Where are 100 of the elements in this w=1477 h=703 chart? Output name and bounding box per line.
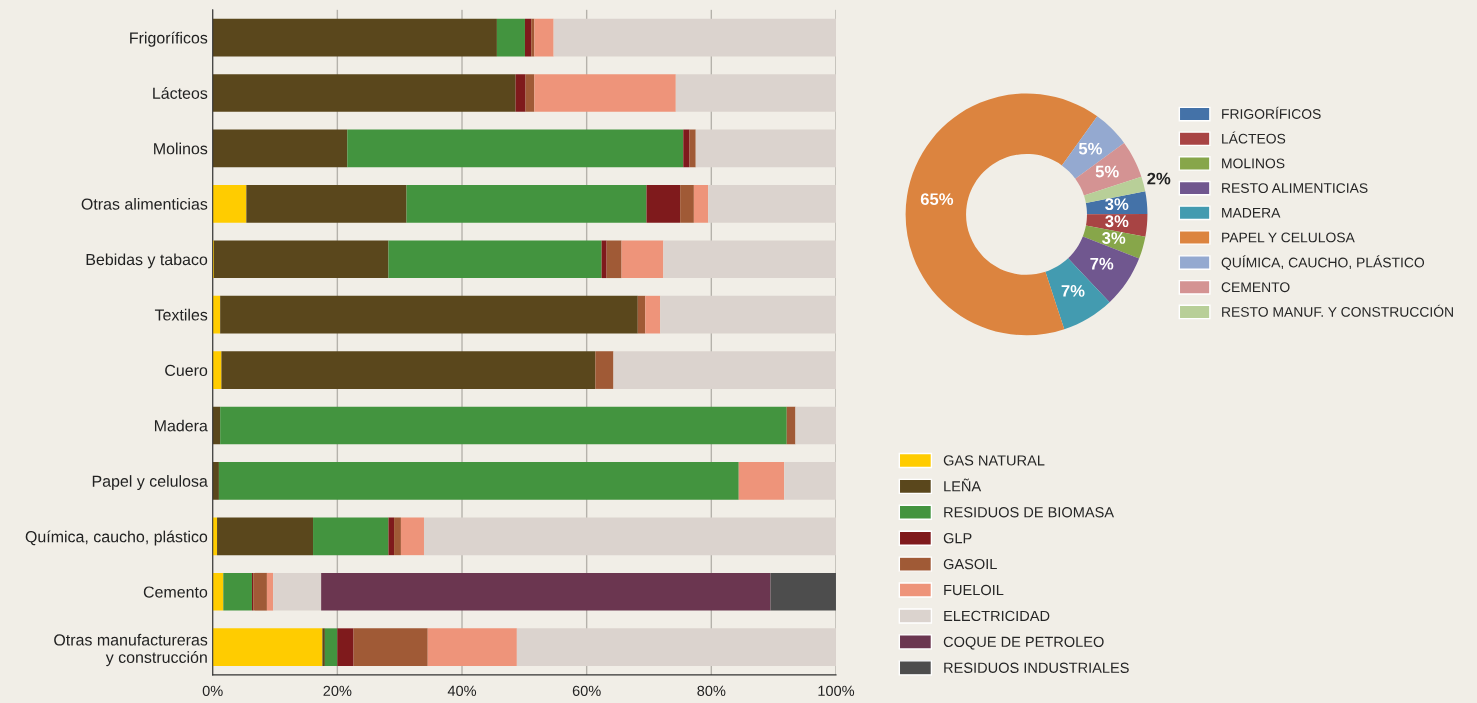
bar bbox=[212, 74, 516, 112]
bar bbox=[212, 18, 497, 57]
bar bbox=[212, 572, 224, 611]
legend-label: GASOIL bbox=[943, 558, 997, 570]
data-label: 7% bbox=[1090, 257, 1114, 270]
legend-label: RESIDUOS DE BIOMASA bbox=[944, 507, 1115, 518]
y-tick-label: Bebidas y tabaco bbox=[86, 253, 208, 269]
bar bbox=[525, 74, 535, 112]
data-label: 5% bbox=[1095, 165, 1119, 178]
bar bbox=[212, 184, 247, 223]
bar bbox=[516, 628, 836, 667]
y-tick-label: Cuero bbox=[165, 364, 208, 377]
bar bbox=[646, 184, 681, 223]
x-tick-label: 20% bbox=[323, 685, 352, 697]
bar bbox=[213, 240, 389, 279]
bar bbox=[795, 406, 836, 445]
bar bbox=[515, 74, 526, 112]
data-label: 3% bbox=[1105, 198, 1129, 211]
bar bbox=[246, 184, 407, 223]
bar bbox=[212, 517, 218, 556]
bar bbox=[427, 628, 517, 667]
bar bbox=[406, 184, 647, 223]
bar bbox=[613, 351, 836, 389]
y-tick-label: Frigoríficos bbox=[130, 31, 208, 47]
bar bbox=[218, 462, 739, 500]
y-tick-label: Papel y celulosa bbox=[92, 475, 208, 491]
bar bbox=[675, 74, 836, 112]
donut-slice bbox=[1061, 116, 1125, 179]
bar bbox=[221, 351, 596, 389]
y-tick-label: Química, caucho, plástico bbox=[25, 530, 208, 546]
legend-label: FUELOIL bbox=[944, 584, 1004, 596]
legend-label: QUÍMICA, CAUCHO, PLÁSTICO bbox=[1221, 255, 1425, 270]
bar bbox=[353, 628, 428, 667]
bar bbox=[663, 240, 836, 279]
legend-label: COQUE DE PETROLEO bbox=[943, 636, 1104, 650]
legend-label: RESTO MANUF. Y CONSTRUCCIÓN bbox=[1222, 304, 1453, 317]
x-tick-label: 40% bbox=[447, 685, 477, 697]
bar bbox=[680, 184, 694, 223]
bar bbox=[212, 406, 221, 445]
bar bbox=[693, 184, 709, 223]
bar bbox=[496, 18, 525, 57]
bar bbox=[531, 18, 535, 57]
bar bbox=[606, 240, 622, 279]
bar bbox=[394, 517, 401, 556]
legend-label: RESTO ALIMENTICIAS bbox=[1222, 183, 1368, 193]
donut-slice bbox=[1075, 143, 1142, 196]
legend-label: MADERA bbox=[1222, 207, 1281, 218]
bar bbox=[400, 517, 424, 556]
bar bbox=[217, 517, 314, 556]
bar bbox=[645, 295, 661, 334]
legend-label: FRIGORÍFICOS bbox=[1222, 106, 1321, 119]
y-tick-label: Cemento bbox=[143, 586, 208, 598]
x-tick-label: 80% bbox=[697, 685, 726, 697]
legend-label: ELECTRICIDAD bbox=[944, 610, 1050, 622]
legend-label: PAPEL Y CELULOSA bbox=[1222, 232, 1355, 243]
bar bbox=[388, 240, 602, 279]
bar bbox=[784, 462, 836, 500]
bar bbox=[313, 517, 389, 556]
bar bbox=[660, 295, 836, 334]
bar bbox=[212, 628, 323, 667]
bar bbox=[770, 572, 836, 611]
bar bbox=[388, 517, 395, 556]
data-label: 7% bbox=[1061, 285, 1085, 297]
bar bbox=[212, 462, 219, 500]
bar bbox=[786, 406, 796, 445]
bar bbox=[337, 628, 354, 667]
legend-label: LÁCTEOS bbox=[1222, 131, 1286, 144]
y-tick-label: Textiles bbox=[154, 308, 208, 321]
x-tick-label: 60% bbox=[572, 685, 601, 697]
bar bbox=[595, 351, 614, 389]
bar bbox=[524, 18, 532, 57]
data-label: 65% bbox=[920, 193, 954, 206]
bar bbox=[423, 517, 836, 556]
bar bbox=[683, 129, 690, 168]
data-label: 3% bbox=[1102, 232, 1126, 244]
legend-label: CEMENTO bbox=[1221, 282, 1290, 293]
bar bbox=[322, 628, 325, 667]
y-tick-label: Otras alimenticias bbox=[81, 198, 208, 210]
bar bbox=[324, 628, 338, 667]
y-tick-label: Lácteos bbox=[153, 87, 208, 99]
data-label: 5% bbox=[1078, 142, 1103, 155]
bar bbox=[321, 572, 771, 611]
legend-label: LEÑA bbox=[944, 478, 982, 492]
bar bbox=[621, 240, 664, 279]
bar bbox=[220, 406, 787, 445]
bar bbox=[223, 572, 252, 611]
bar bbox=[212, 295, 221, 334]
bar bbox=[347, 129, 684, 168]
bar bbox=[689, 129, 696, 168]
bar bbox=[738, 462, 785, 500]
bar bbox=[637, 295, 646, 334]
bar bbox=[534, 18, 554, 57]
bar bbox=[253, 572, 267, 611]
bar bbox=[273, 572, 322, 611]
bar bbox=[553, 18, 836, 57]
bar bbox=[695, 129, 836, 168]
data-label: 3% bbox=[1105, 215, 1129, 228]
legend-label: GAS NATURAL bbox=[943, 455, 1045, 466]
x-tick-label: 100% bbox=[818, 685, 855, 697]
bar bbox=[212, 351, 222, 389]
